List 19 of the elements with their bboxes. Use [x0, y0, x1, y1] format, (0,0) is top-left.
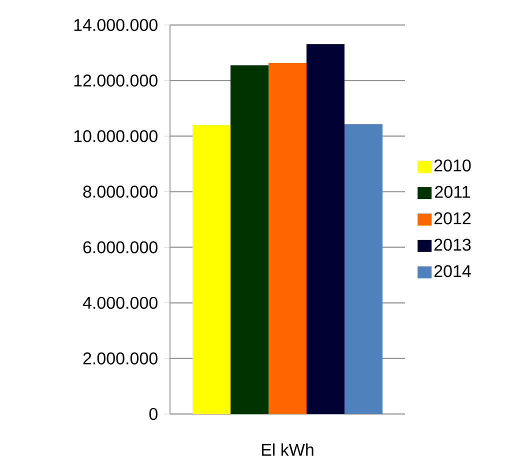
bar: [268, 63, 306, 414]
legend-label: 2010: [434, 159, 471, 172]
bar: [344, 124, 382, 414]
y-tick-label: 0: [149, 408, 158, 420]
y-tick-label: 12.000.000: [74, 74, 158, 87]
y-tick-label: 4.000.000: [82, 296, 158, 309]
bar: [192, 125, 230, 414]
x-axis-title: El kWh: [262, 443, 314, 456]
legend-label: 2013: [434, 238, 471, 251]
y-tick-label: 6.000.000: [83, 241, 158, 254]
legend-label: 2014: [434, 265, 471, 278]
y-tick-label: 14.000.000: [74, 18, 158, 32]
y-tick-label: 10.000.000: [74, 130, 158, 142]
y-tick-label: 8.000.000: [83, 186, 158, 198]
bar: [230, 65, 268, 414]
bar: [306, 44, 344, 414]
legend-label: 2012: [434, 212, 471, 224]
y-tick-label: 2.000.000: [83, 352, 158, 364]
legend-label: 2011: [435, 186, 470, 198]
